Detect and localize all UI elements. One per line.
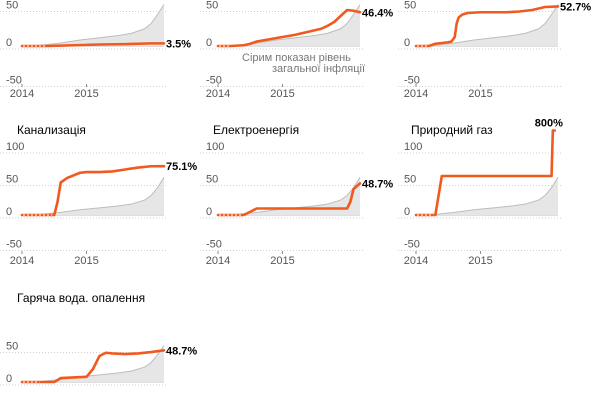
y-tick-label: -50 — [6, 239, 22, 251]
chart-panel: Природний газ 100 50 0 -50 800% 2014 2015 — [398, 118, 563, 267]
y-tick-label: -50 — [404, 75, 420, 87]
y-tick-label: 0 — [6, 206, 12, 218]
x-tick-label: 2015 — [270, 255, 294, 267]
inflation-area — [218, 4, 360, 46]
inflation-area — [22, 177, 164, 215]
tariff-series-line — [414, 5, 560, 48]
inflation-area — [416, 177, 558, 215]
y-tick-label: 0 — [404, 37, 410, 49]
tariff-series-line — [414, 129, 557, 217]
inflation-line — [415, 177, 559, 216]
inflation-note: Сірим показан рівень загальної інфляції — [242, 52, 365, 75]
tariff-series-line — [20, 349, 166, 384]
y-tick-label: 100 — [6, 141, 24, 153]
y-tick-label: -50 — [6, 75, 22, 87]
end-value-label: 48.7% — [166, 345, 197, 357]
tariff-series-line — [216, 182, 362, 217]
chart-panel: Електроенергія 100 50 0 -50 48.7% 2014 2015 — [200, 123, 393, 267]
panel-title: Електроенергія — [213, 123, 299, 137]
y-tick-label: 100 — [206, 141, 224, 153]
panel-title: Канализація — [17, 123, 86, 137]
x-tick-label: 2014 — [206, 88, 230, 100]
y-tick-label: 50 — [6, 174, 18, 186]
panel-title: Природний газ — [411, 123, 493, 137]
end-value-label: 48.7% — [362, 178, 393, 190]
end-value-label: 46.4% — [362, 7, 393, 19]
y-tick-label: -50 — [206, 75, 222, 87]
x-tick-label: 2014 — [206, 255, 230, 267]
chart-panel: Гаряча вода. опалення 50 0 48.7% — [0, 291, 197, 386]
y-tick-label: 0 — [6, 37, 12, 49]
x-tick-label: 2015 — [468, 88, 492, 100]
y-tick-label: 0 — [404, 206, 410, 218]
inflation-area — [416, 4, 558, 46]
y-tick-label: 50 — [206, 0, 218, 12]
end-value-label: 3.5% — [166, 38, 191, 50]
y-tick-label: 50 — [404, 174, 416, 186]
inflation-area — [22, 4, 164, 46]
end-value-label: 52.7% — [560, 1, 591, 13]
inflation-area — [218, 177, 360, 215]
chart-panel: Канализація 100 50 0 -50 75.1% 2014 2015 — [0, 123, 197, 267]
y-tick-label: -50 — [206, 239, 222, 251]
inflation-line — [415, 4, 559, 47]
inflation-line — [21, 345, 165, 383]
y-tick-label: 50 — [6, 0, 18, 12]
y-tick-label: 0 — [206, 37, 212, 49]
y-tick-label: 0 — [206, 206, 212, 218]
end-value-label: 800% — [535, 118, 563, 130]
chart-panel: 50 0 -50 52.7% 2014 2015 — [398, 0, 591, 100]
inflation-line — [21, 4, 165, 47]
x-tick-label: 2015 — [74, 255, 98, 267]
inflation-area — [22, 345, 164, 382]
y-tick-label: 100 — [404, 141, 422, 153]
y-tick-label: 50 — [206, 174, 218, 186]
chart-panel: 50 0 -50 3.5% 2014 2015 — [0, 0, 191, 100]
inflation-note-line: загальної інфляції — [272, 63, 365, 75]
x-tick-label: 2015 — [270, 88, 294, 100]
x-tick-label: 2014 — [10, 88, 34, 100]
inflation-note-line: Сірим показан рівень — [242, 52, 351, 64]
x-tick-label: 2015 — [74, 88, 98, 100]
y-tick-label: 0 — [6, 373, 12, 385]
y-tick-label: -50 — [404, 239, 420, 251]
y-tick-label: 50 — [404, 0, 416, 12]
tariff-series-line — [20, 164, 166, 217]
chart-panel: 50 0 -50 46.4% 2014 2015 — [200, 0, 393, 100]
x-tick-label: 2014 — [10, 255, 34, 267]
tariff-series-line — [216, 8, 362, 48]
x-tick-label: 2014 — [404, 88, 428, 100]
panel-title: Гаряча вода. опалення — [17, 291, 145, 305]
y-tick-label: 50 — [6, 341, 18, 353]
x-tick-label: 2014 — [404, 255, 428, 267]
x-tick-label: 2015 — [468, 255, 492, 267]
tariff-series-line — [20, 42, 166, 48]
end-value-label: 75.1% — [166, 161, 197, 173]
